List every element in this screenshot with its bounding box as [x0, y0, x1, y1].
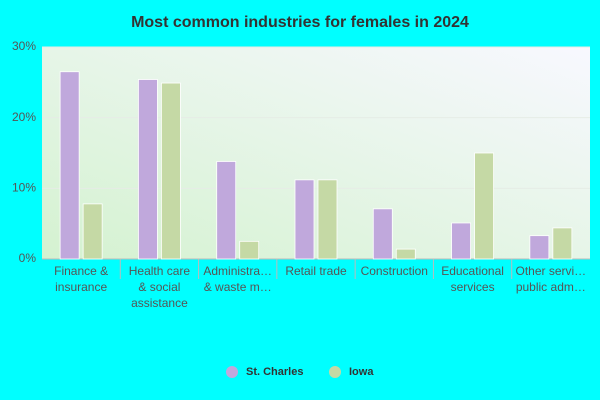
bar	[451, 222, 471, 260]
y-tick-label: 30%	[12, 39, 36, 53]
y-tick-label: 20%	[12, 110, 36, 124]
y-tick-label: 10%	[12, 181, 36, 195]
bar	[138, 79, 158, 260]
bar	[395, 248, 416, 260]
bar	[294, 179, 315, 260]
x-tick-label: Health care & social assistance	[129, 264, 191, 310]
legend-swatch	[329, 366, 341, 378]
bar	[161, 82, 181, 260]
legend-swatch	[226, 366, 238, 378]
legend-label: St. Charles	[246, 366, 303, 378]
legend-label: Iowa	[349, 366, 374, 378]
x-tick-label: Educational services	[441, 264, 504, 294]
bar	[474, 152, 494, 260]
bar	[372, 208, 393, 260]
bar	[239, 240, 260, 260]
bar	[59, 71, 80, 260]
bar	[82, 203, 103, 260]
x-tick-label: Construction	[361, 264, 428, 278]
x-tick-label: Retail trade	[285, 264, 347, 278]
bar	[529, 235, 550, 260]
x-tick-label: Finance & insurance	[54, 264, 108, 294]
x-tick-label: Other servi… public adm…	[516, 264, 587, 294]
bar	[317, 179, 338, 260]
bar	[552, 227, 573, 260]
chart-title: Most common industries for females in 20…	[131, 14, 469, 31]
bar	[216, 161, 237, 260]
x-tick-label: Administra… & waste m…	[203, 264, 272, 294]
plot-area	[42, 47, 590, 259]
y-tick-label: 0%	[19, 251, 37, 265]
